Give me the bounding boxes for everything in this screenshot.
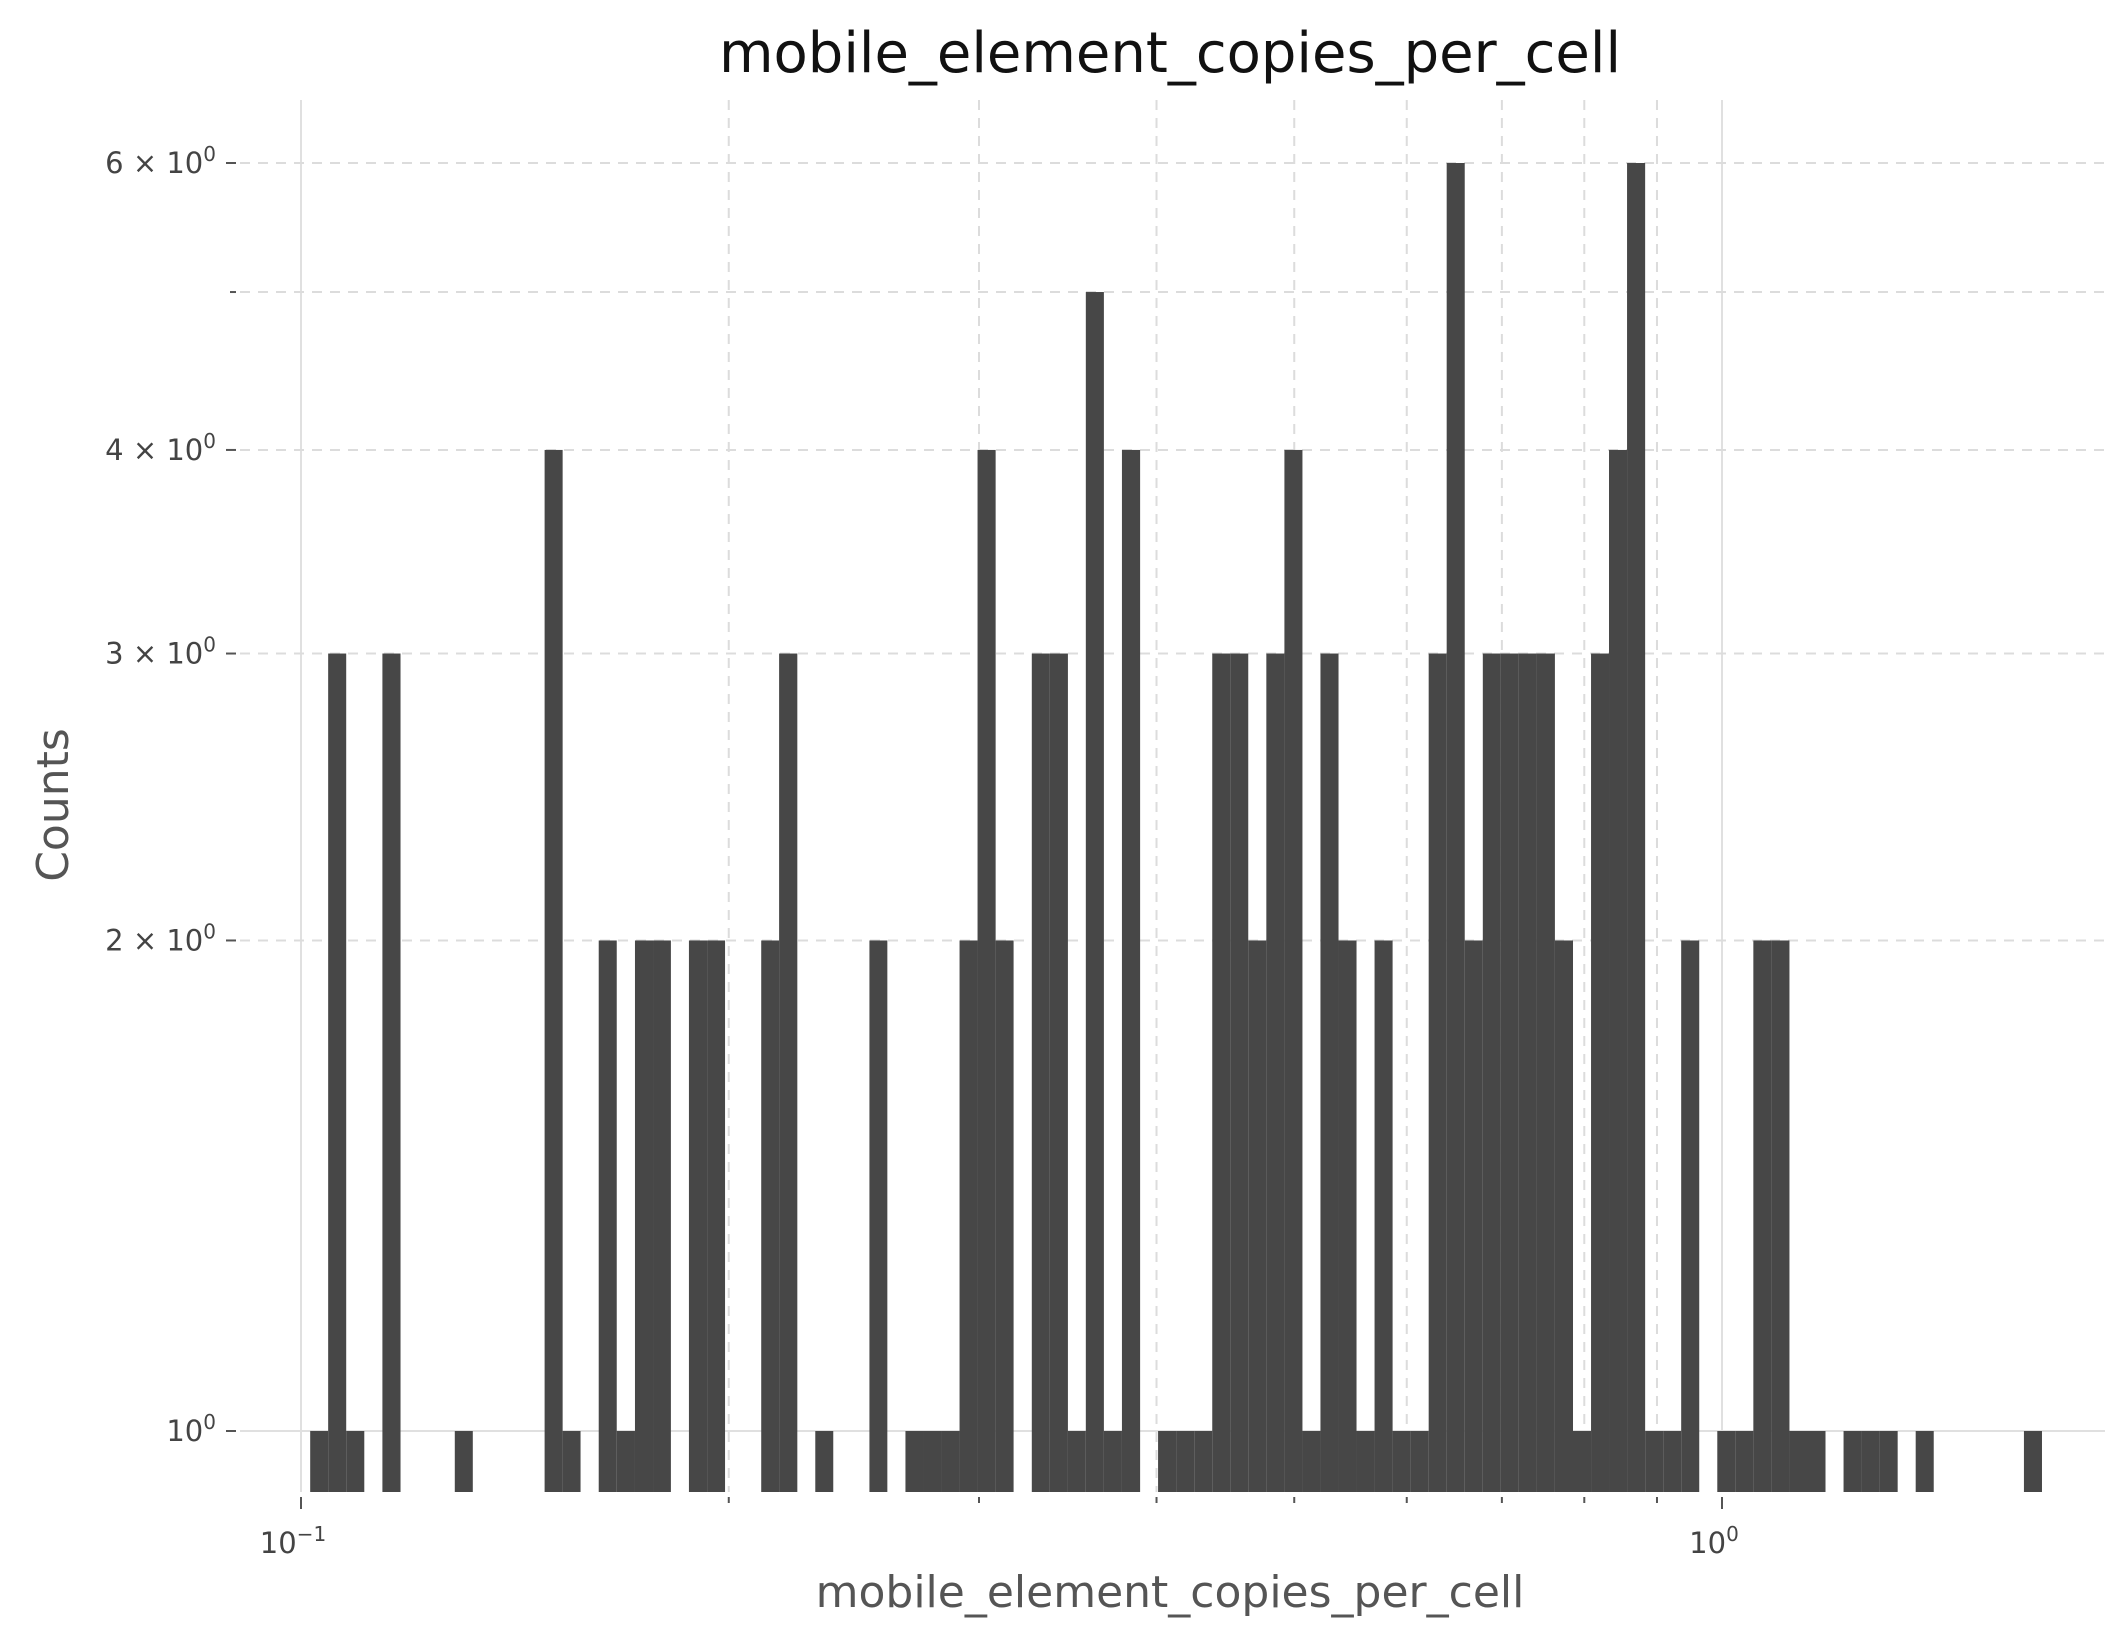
histogram-bar (653, 940, 671, 1492)
histogram-bar (1789, 1431, 1808, 1492)
histogram-bar (1573, 1431, 1592, 1492)
histogram-bar (1717, 1431, 1736, 1492)
y-axis-label: Counts (28, 728, 79, 882)
histogram-bar (634, 940, 654, 1492)
histogram-bar (1464, 940, 1483, 1492)
histogram-bar (346, 1431, 365, 1492)
histogram-bar (1915, 1431, 1934, 1492)
histogram-bar (1500, 653, 1519, 1492)
histogram-bar (454, 1431, 473, 1492)
histogram-bar (905, 1431, 924, 1492)
histogram-bar (1103, 1431, 1122, 1492)
histogram-bar (1266, 653, 1285, 1492)
histogram-bar (1753, 940, 1772, 1492)
histogram-bar (382, 653, 401, 1492)
histogram-bar (1428, 653, 1447, 1492)
histogram-bar (977, 449, 996, 1492)
histogram-bar (1302, 1431, 1321, 1492)
histogram-bar (2023, 1431, 2042, 1492)
histogram-bar (562, 1431, 581, 1492)
histogram-bar (1049, 653, 1068, 1492)
histogram-bar (1410, 1431, 1429, 1492)
histogram-bar (328, 653, 347, 1492)
histogram-bar (959, 940, 978, 1492)
histogram-bar (1482, 653, 1501, 1492)
histogram-bar (923, 1431, 942, 1492)
histogram-bar (616, 1431, 635, 1492)
histogram-bar (869, 940, 888, 1492)
histogram-bar (761, 940, 780, 1492)
histogram-bar (598, 940, 617, 1492)
histogram-bar (707, 940, 726, 1492)
histogram-bar (1681, 940, 1700, 1492)
histogram-bar (1843, 1431, 1862, 1492)
histogram-bar (1627, 163, 1646, 1492)
grid-layer (240, 100, 2105, 1492)
x-tick-label: 100 (1689, 1522, 1739, 1560)
histogram-bar (1158, 1431, 1177, 1492)
histogram-bar (1735, 1431, 1754, 1492)
histogram-bar (1338, 940, 1357, 1492)
x-axis-label: mobile_element_copies_per_cell (816, 1567, 1525, 1618)
x-tick-label: 10−1 (260, 1522, 326, 1560)
histogram-bar (815, 1431, 834, 1492)
histogram-bar (1554, 940, 1574, 1492)
histogram-bar (1031, 653, 1050, 1492)
histogram-bar (1861, 1431, 1880, 1492)
histogram-bar (1645, 1431, 1664, 1492)
histogram-bar (1320, 653, 1339, 1492)
histogram-bar (1771, 940, 1790, 1492)
histogram-bar (1609, 449, 1628, 1492)
histogram-bar (941, 1431, 960, 1492)
histogram-bar (1879, 1431, 1898, 1492)
histogram-bar (1121, 449, 1141, 1492)
histogram-bar (1176, 1431, 1195, 1492)
ticks-layer: 100 2 × 100 3 × 100 4 × 100 6 × 100 10−1 100 (105, 142, 1739, 1560)
histogram-bar (1067, 1431, 1086, 1492)
histogram-bar (1663, 1431, 1682, 1492)
histogram-bar (1374, 940, 1393, 1492)
histogram-bar (1591, 653, 1610, 1492)
histogram-bar (1284, 449, 1303, 1492)
y-tick-label: 2 × 100 (105, 919, 216, 957)
bars-layer (310, 163, 2042, 1492)
histogram-bar (1446, 163, 1465, 1492)
histogram-bar (1518, 653, 1537, 1492)
y-tick-label: 100 (166, 1410, 216, 1448)
histogram-bar (544, 449, 563, 1492)
histogram-bar (1248, 940, 1267, 1492)
histogram-bar (1356, 1431, 1375, 1492)
histogram-bar (310, 1431, 329, 1492)
histogram-bar (1392, 1431, 1411, 1492)
histogram-bar (1536, 653, 1555, 1492)
histogram-bar (1212, 653, 1231, 1492)
histogram-bar (688, 940, 708, 1492)
histogram-bar (779, 653, 798, 1492)
histogram-bar (1230, 653, 1249, 1492)
histogram-bar (1194, 1431, 1213, 1492)
chart-title: mobile_element_copies_per_cell (719, 21, 1621, 86)
y-tick-label: 6 × 100 (105, 142, 216, 180)
y-tick-label: 4 × 100 (105, 429, 216, 467)
histogram-bar (1085, 292, 1104, 1492)
y-tick-label: 3 × 100 (105, 633, 216, 671)
histogram-bar (1807, 1431, 1826, 1492)
histogram-bar (995, 940, 1014, 1492)
